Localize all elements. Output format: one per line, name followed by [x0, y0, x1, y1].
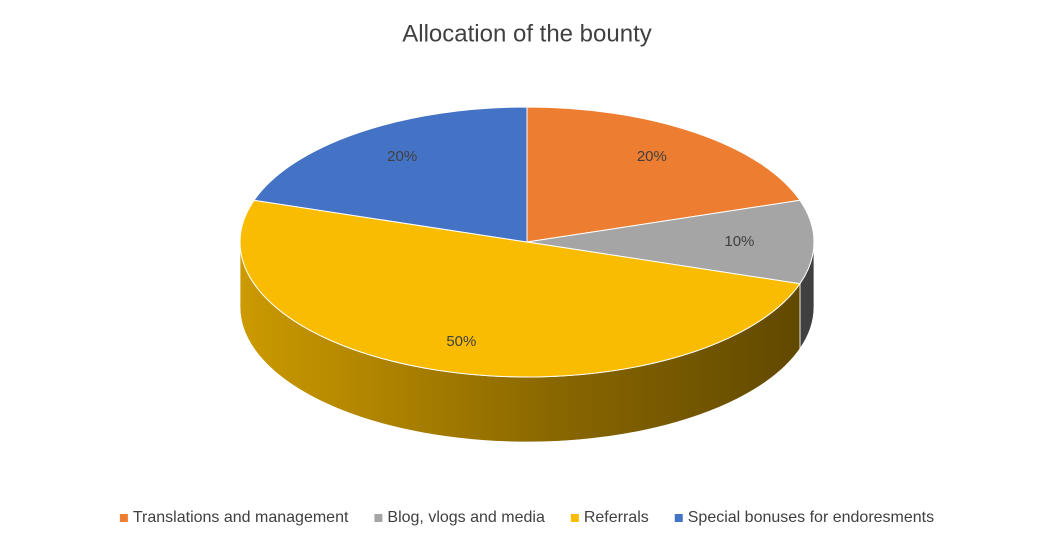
chart-title: Allocation of the bounty [402, 20, 652, 47]
legend-label: Translations and management [133, 509, 349, 526]
legend-swatch [374, 514, 383, 522]
legend-label: Blog, vlogs and media [387, 509, 545, 526]
legend-swatch [119, 514, 128, 522]
data-label: 10% [724, 233, 754, 250]
data-label: 20% [387, 148, 417, 165]
pie-slice [239, 199, 801, 378]
legend-swatch [570, 514, 579, 522]
data-label: 50% [446, 333, 476, 350]
legend-label: Special bonuses for endoresments [688, 509, 934, 526]
data-label: 20% [637, 148, 667, 165]
pie-slice [526, 199, 815, 285]
legend-swatch [674, 514, 683, 522]
pie-slice [253, 106, 528, 243]
legend-label: Referrals [584, 509, 649, 526]
pie-slice [526, 106, 801, 243]
